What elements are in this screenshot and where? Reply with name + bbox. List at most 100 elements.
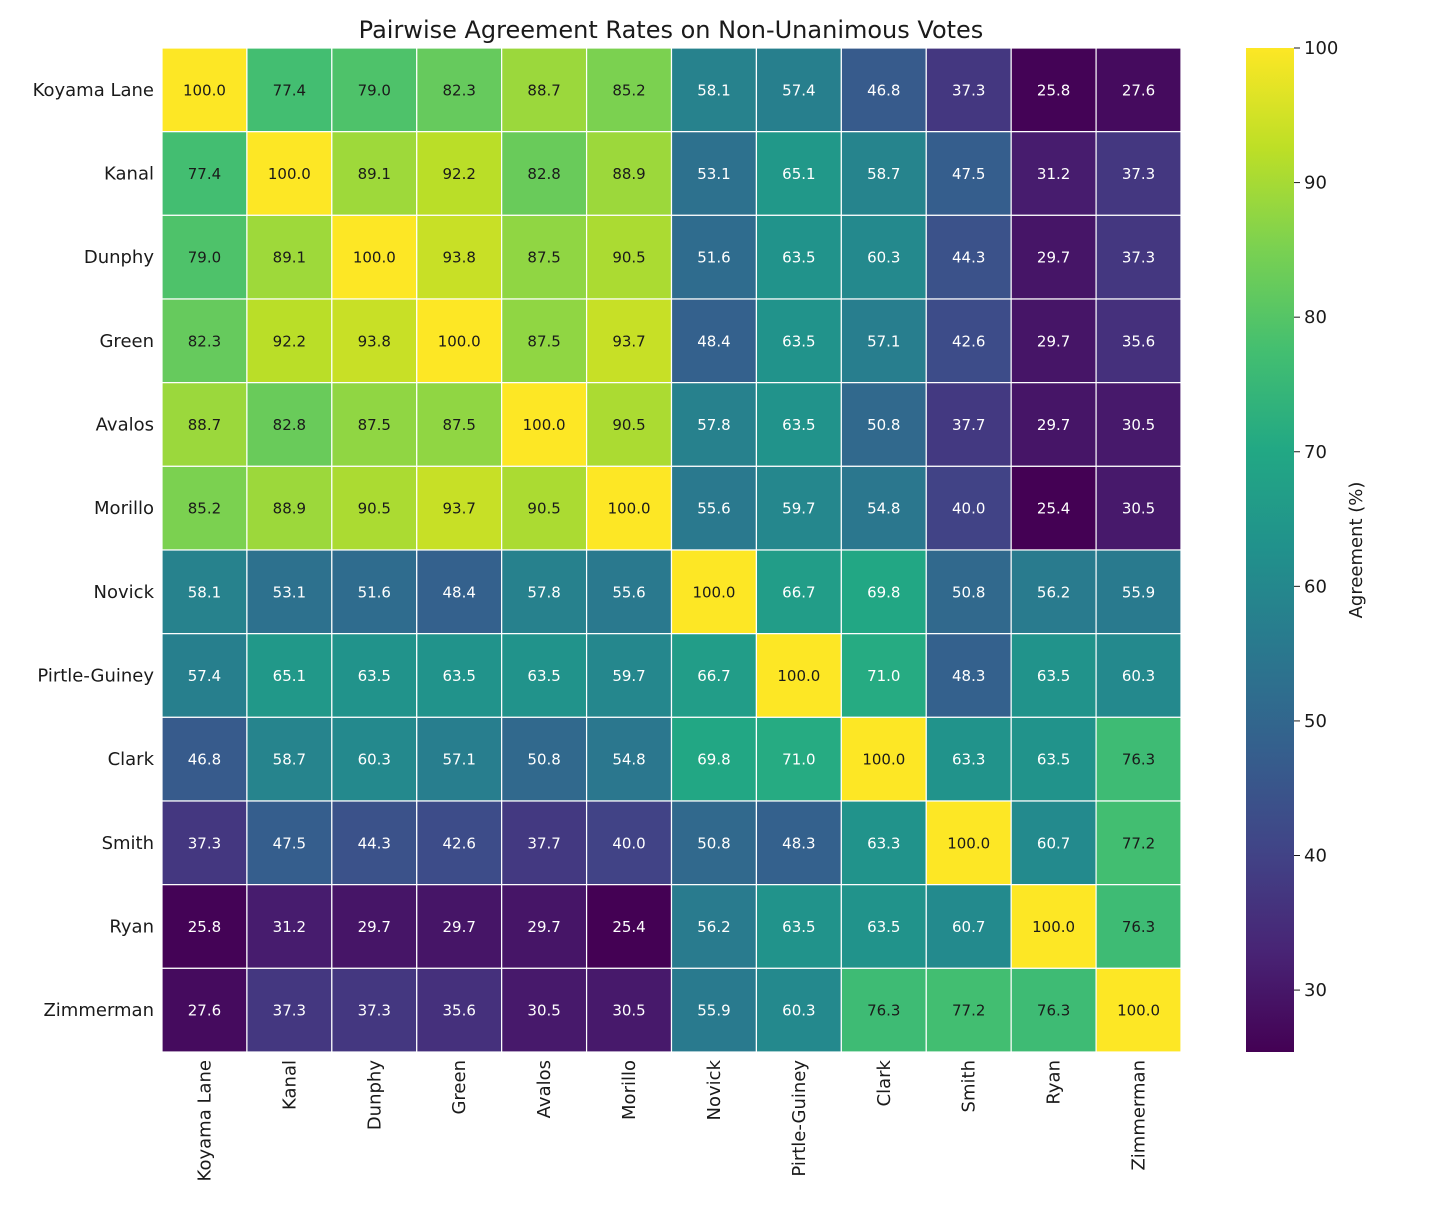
cell-value-label: 87.5 [527,332,560,350]
cell-value-label: 40.0 [612,834,645,852]
cell-value-label: 25.8 [1037,81,1070,99]
heatmap-cell [1095,214,1182,300]
cell-value-label: 71.0 [867,667,900,685]
cell-value-label: 57.8 [527,583,560,601]
cell-value-label: 87.5 [527,249,560,267]
heatmap-cell [840,716,927,802]
cell-value-label: 30.5 [1122,416,1155,434]
cell-value-label: 27.6 [188,1002,221,1020]
colorbar-tick-label: 30 [1304,980,1327,1001]
cell-value-label: 63.5 [358,667,391,685]
heatmap-cell [161,382,248,467]
colorbar-tick-label: 40 [1304,846,1327,867]
cell-value-label: 35.6 [1122,332,1155,350]
cell-value-label: 57.1 [867,332,900,350]
cell-value-label: 71.0 [782,751,815,769]
heatmap-cell [501,214,588,300]
cell-value-label: 58.1 [697,81,730,99]
heatmap-cell [1095,549,1182,635]
cell-value-label: 93.7 [443,500,476,518]
row-tick-label: Kanal [104,164,154,185]
column-tick-label: Koyama Lane [194,1060,215,1181]
row-tick-label: Novick [94,582,155,603]
cell-value-label: 63.5 [443,667,476,685]
cell-value-label: 76.3 [867,1002,900,1020]
heatmap-cell [161,633,248,718]
heatmap-cell [670,884,758,969]
heatmap-cell [331,298,418,384]
cell-value-label: 59.7 [782,500,815,518]
heatmap-cell [670,298,758,384]
cell-value-label: 50.8 [527,751,560,769]
cell-value-label: 100.0 [183,81,226,99]
column-tick-label: Kanal [279,1060,300,1110]
cell-value-label: 87.5 [443,416,476,434]
heatmap-cell [161,884,248,969]
cell-value-label: 44.3 [358,834,391,852]
cell-value-label: 63.5 [1037,667,1070,685]
heatmap-cell [416,298,503,384]
cell-value-label: 37.7 [952,416,985,434]
cell-value-label: 53.1 [273,583,306,601]
heatmap-cell [755,382,842,467]
heatmap-cell [416,131,503,216]
cell-value-label: 30.5 [612,1002,645,1020]
cell-value-label: 30.5 [1122,500,1155,518]
cell-value-label: 37.3 [1122,249,1155,267]
cell-value-label: 93.8 [358,332,391,350]
cell-value-label: 88.7 [527,81,560,99]
heatmap-cell [1095,716,1182,802]
cell-value-label: 77.4 [273,81,306,99]
cell-value-label: 37.3 [1122,165,1155,183]
heatmap-cell [755,465,842,551]
heatmap-cell [1095,131,1182,216]
cell-value-label: 48.3 [952,667,985,685]
heatmap-cell [331,214,418,300]
heatmap-cell [670,214,758,300]
heatmap-cell [1010,967,1097,1053]
heatmap-cell [925,131,1012,216]
cell-value-label: 58.7 [867,165,900,183]
cell-value-label: 47.5 [273,834,306,852]
heatmap-cell [331,549,418,635]
cell-value-label: 87.5 [358,416,391,434]
heatmap-cell [416,800,503,886]
heatmap-cell [161,465,248,551]
cell-value-label: 58.7 [273,751,306,769]
cell-value-label: 31.2 [273,918,306,936]
cell-value-label: 85.2 [188,500,221,518]
cell-value-label: 92.2 [273,332,306,350]
heatmap-cell [925,884,1012,969]
cell-value-label: 60.7 [1037,834,1070,852]
cell-value-label: 57.1 [443,751,476,769]
heatmap-cell [840,465,927,551]
heatmap-cell [246,47,333,133]
row-tick-label: Pirtle-Guiney [37,666,154,687]
cell-value-label: 42.6 [443,834,476,852]
cell-value-label: 54.8 [867,500,900,518]
heatmap-cell [246,884,333,969]
cell-value-label: 48.3 [782,834,815,852]
column-tick-label: Smith [959,1060,980,1112]
heatmap-cell [925,465,1012,551]
heatmap-cell [585,884,673,969]
cell-value-label: 65.1 [273,667,306,685]
cell-value-label: 46.8 [867,81,900,99]
column-tick-label: Green [449,1060,470,1115]
heatmap-cell [840,884,927,969]
cell-value-label: 93.7 [612,332,645,350]
cell-value-label: 60.3 [867,249,900,267]
heatmap-cell [1010,298,1097,384]
cell-value-label: 66.7 [782,583,815,601]
cell-value-label: 90.5 [612,249,645,267]
cell-value-label: 93.8 [443,249,476,267]
cell-value-label: 76.3 [1122,751,1155,769]
heatmap-cell [1095,465,1182,551]
cell-value-label: 53.1 [697,165,730,183]
heatmap-cell [161,47,248,133]
cell-value-label: 56.2 [697,918,730,936]
heatmap-cell [1010,884,1097,969]
cell-value-label: 100.0 [608,500,651,518]
cell-value-label: 50.8 [867,416,900,434]
heatmap-cell [585,716,673,802]
